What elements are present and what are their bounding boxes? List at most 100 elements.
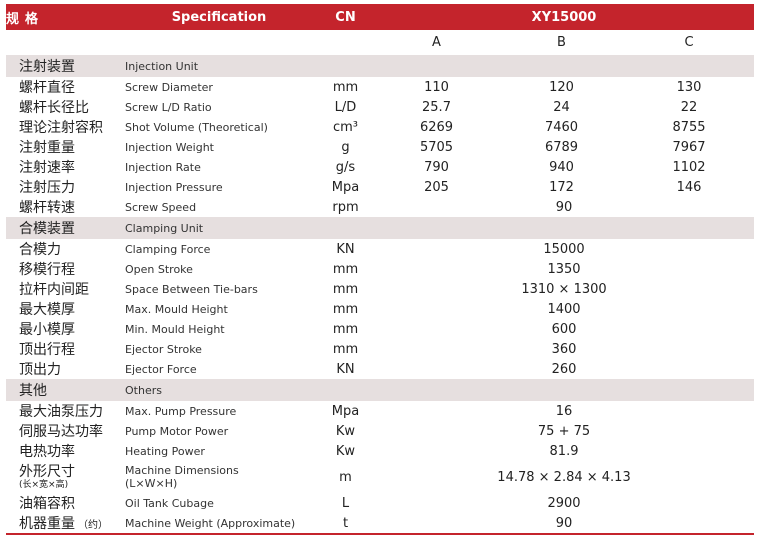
- param-name-en: Machine Weight (Approximate): [121, 513, 317, 535]
- param-unit: mm: [317, 279, 374, 299]
- param-name-cn-text: 机器重量: [19, 516, 75, 532]
- param-value: 1400: [374, 299, 755, 319]
- param-name-cn-note: （约）: [78, 520, 108, 531]
- variant-row: A B C: [6, 30, 755, 55]
- spec-row: 注射重量 Injection Weight g 5705 6789 7967: [6, 137, 755, 157]
- param-value: 16: [374, 401, 755, 421]
- section-blank-cell: [317, 55, 374, 77]
- spec-row: 螺杆直径 Screw Diameter mm 110 120 130: [6, 77, 755, 97]
- param-value: 1310 × 1300: [374, 279, 755, 299]
- param-name-en: Pump Motor Power: [121, 421, 317, 441]
- param-unit: mm: [317, 339, 374, 359]
- param-unit: Mpa: [317, 177, 374, 197]
- param-name-en: Screw L/D Ratio: [121, 97, 317, 117]
- section-title-en: Others: [121, 379, 317, 401]
- param-name-en: Injection Weight: [121, 137, 317, 157]
- header-unit: CN: [317, 4, 374, 30]
- param-value: 14.78 × 2.84 × 4.13: [374, 461, 755, 493]
- variant-b: B: [499, 30, 624, 55]
- section-blank-cell: [317, 379, 374, 401]
- param-name-en: Ejector Stroke: [121, 339, 317, 359]
- param-name-en: Heating Power: [121, 441, 317, 461]
- param-name-en: Min. Mould Height: [121, 319, 317, 339]
- param-value-b: 6789: [499, 137, 624, 157]
- param-value-c: 130: [624, 77, 755, 97]
- section-blank-cell: [374, 217, 755, 239]
- spec-row: 顶出力 Ejector Force KN 260: [6, 359, 755, 379]
- param-value: 2900: [374, 493, 755, 513]
- param-name-cn: 拉杆内间距: [6, 279, 121, 299]
- param-value-b: 24: [499, 97, 624, 117]
- param-name-en: Screw Diameter: [121, 77, 317, 97]
- param-name-cn: 电热功率: [6, 441, 121, 461]
- section-row: 其他 Others: [6, 379, 755, 401]
- param-value-b: 120: [499, 77, 624, 97]
- param-name-en-text: Machine Dimensions: [125, 464, 239, 477]
- param-value: 75 + 75: [374, 421, 755, 441]
- param-name-cn: 螺杆转速: [6, 197, 121, 217]
- param-name-cn: 油箱容积: [6, 493, 121, 513]
- param-value: 15000: [374, 239, 755, 259]
- param-name-cn: 外形尺寸 (长×宽×高): [6, 461, 121, 493]
- param-value-c: 7967: [624, 137, 755, 157]
- param-name-en-note: (L×W×H): [125, 477, 178, 490]
- spec-row: 注射压力 Injection Pressure Mpa 205 172 146: [6, 177, 755, 197]
- param-value-b: 7460: [499, 117, 624, 137]
- header-spec-en: Specification: [121, 4, 317, 30]
- spec-row: 电热功率 Heating Power Kw 81.9: [6, 441, 755, 461]
- param-value-a: 25.7: [374, 97, 499, 117]
- param-value-c: 1102: [624, 157, 755, 177]
- param-unit: KN: [317, 239, 374, 259]
- param-name-cn: 注射速率: [6, 157, 121, 177]
- param-unit: g/s: [317, 157, 374, 177]
- param-name-cn: 最大模厚: [6, 299, 121, 319]
- param-name-en: Shot Volume (Theoretical): [121, 117, 317, 137]
- param-value: 360: [374, 339, 755, 359]
- variant-blank-cell: [6, 30, 121, 55]
- param-value: 600: [374, 319, 755, 339]
- param-value-b: 940: [499, 157, 624, 177]
- param-value-c: 146: [624, 177, 755, 197]
- param-name-cn: 最大油泵压力: [6, 401, 121, 421]
- param-name-cn: 移模行程: [6, 259, 121, 279]
- param-name-cn: 机器重量 （约）: [6, 513, 121, 535]
- param-unit: rpm: [317, 197, 374, 217]
- param-name-en: Machine Dimensions (L×W×H): [121, 461, 317, 493]
- param-name-cn: 注射压力: [6, 177, 121, 197]
- specification-table: 规格 Specification CN XY15000 A B C 注射装置 In…: [6, 4, 755, 535]
- header-spec-cn: 规格: [6, 4, 121, 30]
- header-model: XY15000: [374, 4, 755, 30]
- param-value: 1350: [374, 259, 755, 279]
- spec-row: 理论注射容积 Shot Volume (Theoretical) cm³ 6269 74…: [6, 117, 755, 137]
- param-name-en: Ejector Force: [121, 359, 317, 379]
- spec-row: 机器重量 （约） Machine Weight (Approximate) t 90: [6, 513, 755, 535]
- spec-row: 最大模厚 Max. Mould Height mm 1400: [6, 299, 755, 319]
- param-name-en: Clamping Force: [121, 239, 317, 259]
- param-name-cn: 顶出力: [6, 359, 121, 379]
- spec-row: 移模行程 Open Stroke mm 1350: [6, 259, 755, 279]
- variant-c: C: [624, 30, 755, 55]
- variant-blank-cell: [121, 30, 317, 55]
- header-row: 规格 Specification CN XY15000: [6, 4, 755, 30]
- param-name-cn: 螺杆直径: [6, 77, 121, 97]
- param-name-cn: 理论注射容积: [6, 117, 121, 137]
- spec-row: 螺杆长径比 Screw L/D Ratio L/D 25.7 24 22: [6, 97, 755, 117]
- param-unit: L: [317, 493, 374, 513]
- section-row: 合模装置 Clamping Unit: [6, 217, 755, 239]
- param-name-en: Max. Pump Pressure: [121, 401, 317, 421]
- param-value: 90: [374, 197, 755, 217]
- param-value-a: 6269: [374, 117, 499, 137]
- param-value: 81.9: [374, 441, 755, 461]
- param-unit: KN: [317, 359, 374, 379]
- spec-row: 最小模厚 Min. Mould Height mm 600: [6, 319, 755, 339]
- spec-row: 顶出行程 Ejector Stroke mm 360: [6, 339, 755, 359]
- param-name-en: Open Stroke: [121, 259, 317, 279]
- param-name-en: Injection Rate: [121, 157, 317, 177]
- param-unit: m: [317, 461, 374, 493]
- section-blank-cell: [374, 379, 755, 401]
- spec-row: 注射速率 Injection Rate g/s 790 940 1102: [6, 157, 755, 177]
- param-name-cn: 注射重量: [6, 137, 121, 157]
- param-unit: Mpa: [317, 401, 374, 421]
- section-title-cn: 其他: [6, 379, 121, 401]
- param-name-en: Space Between Tie-bars: [121, 279, 317, 299]
